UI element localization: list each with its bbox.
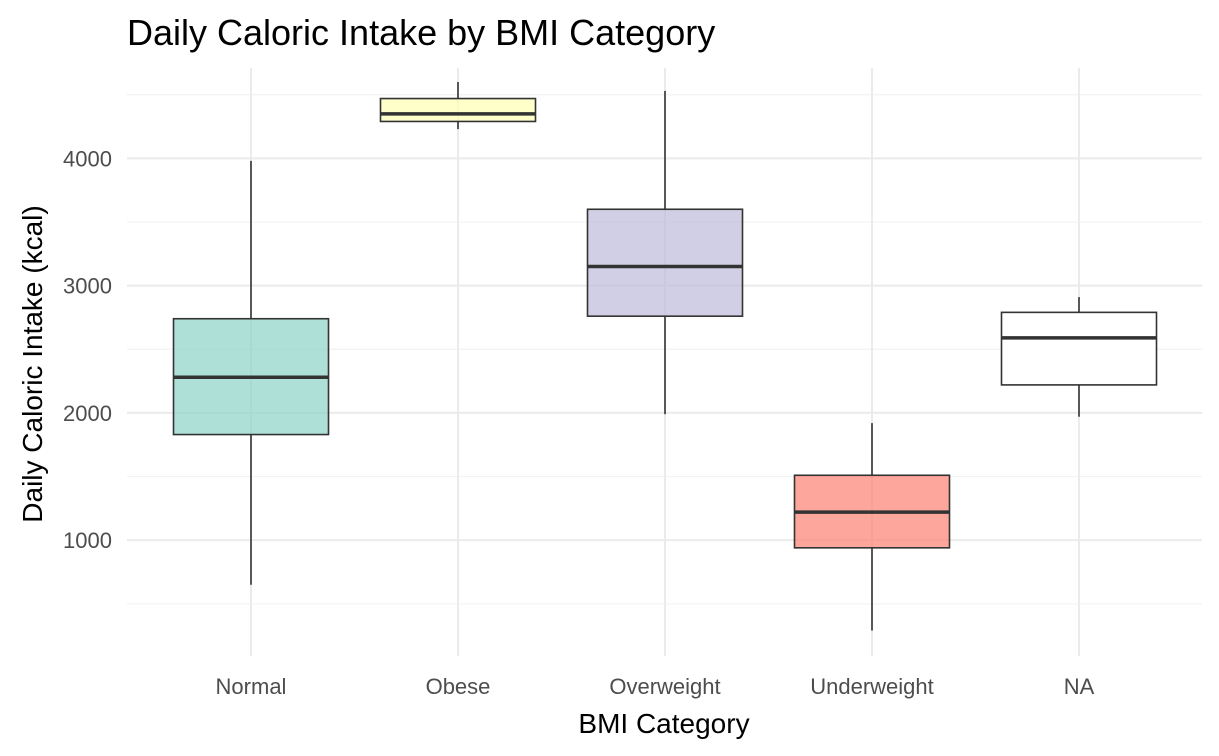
chart-title: Daily Caloric Intake by BMI Category (127, 12, 715, 53)
tick-labels: 1000 2000 3000 4000 Normal Obese Overweight Und… (63, 146, 1095, 699)
x-tick-label: Obese (426, 674, 491, 699)
y-tick-label: 4000 (63, 146, 112, 171)
box-na (1000, 297, 1158, 417)
box-underweight (793, 423, 951, 631)
box-obese (379, 82, 537, 130)
x-tick-label: Underweight (810, 674, 934, 699)
boxplots (172, 82, 1158, 631)
box-rect (586, 208, 744, 317)
box-rect (1000, 311, 1158, 386)
y-axis-title: Daily Caloric Intake (kcal) (17, 205, 48, 522)
y-tick-label: 1000 (63, 528, 112, 553)
box-rect (379, 97, 537, 123)
box-overweight (586, 90, 744, 415)
x-axis-title: BMI Category (578, 708, 749, 739)
y-tick-label: 2000 (63, 401, 112, 426)
box-normal (172, 160, 330, 585)
y-tick-label: 3000 (63, 274, 112, 299)
x-tick-label: Overweight (609, 674, 720, 699)
x-tick-label: Normal (216, 674, 287, 699)
x-tick-label: NA (1064, 674, 1095, 699)
